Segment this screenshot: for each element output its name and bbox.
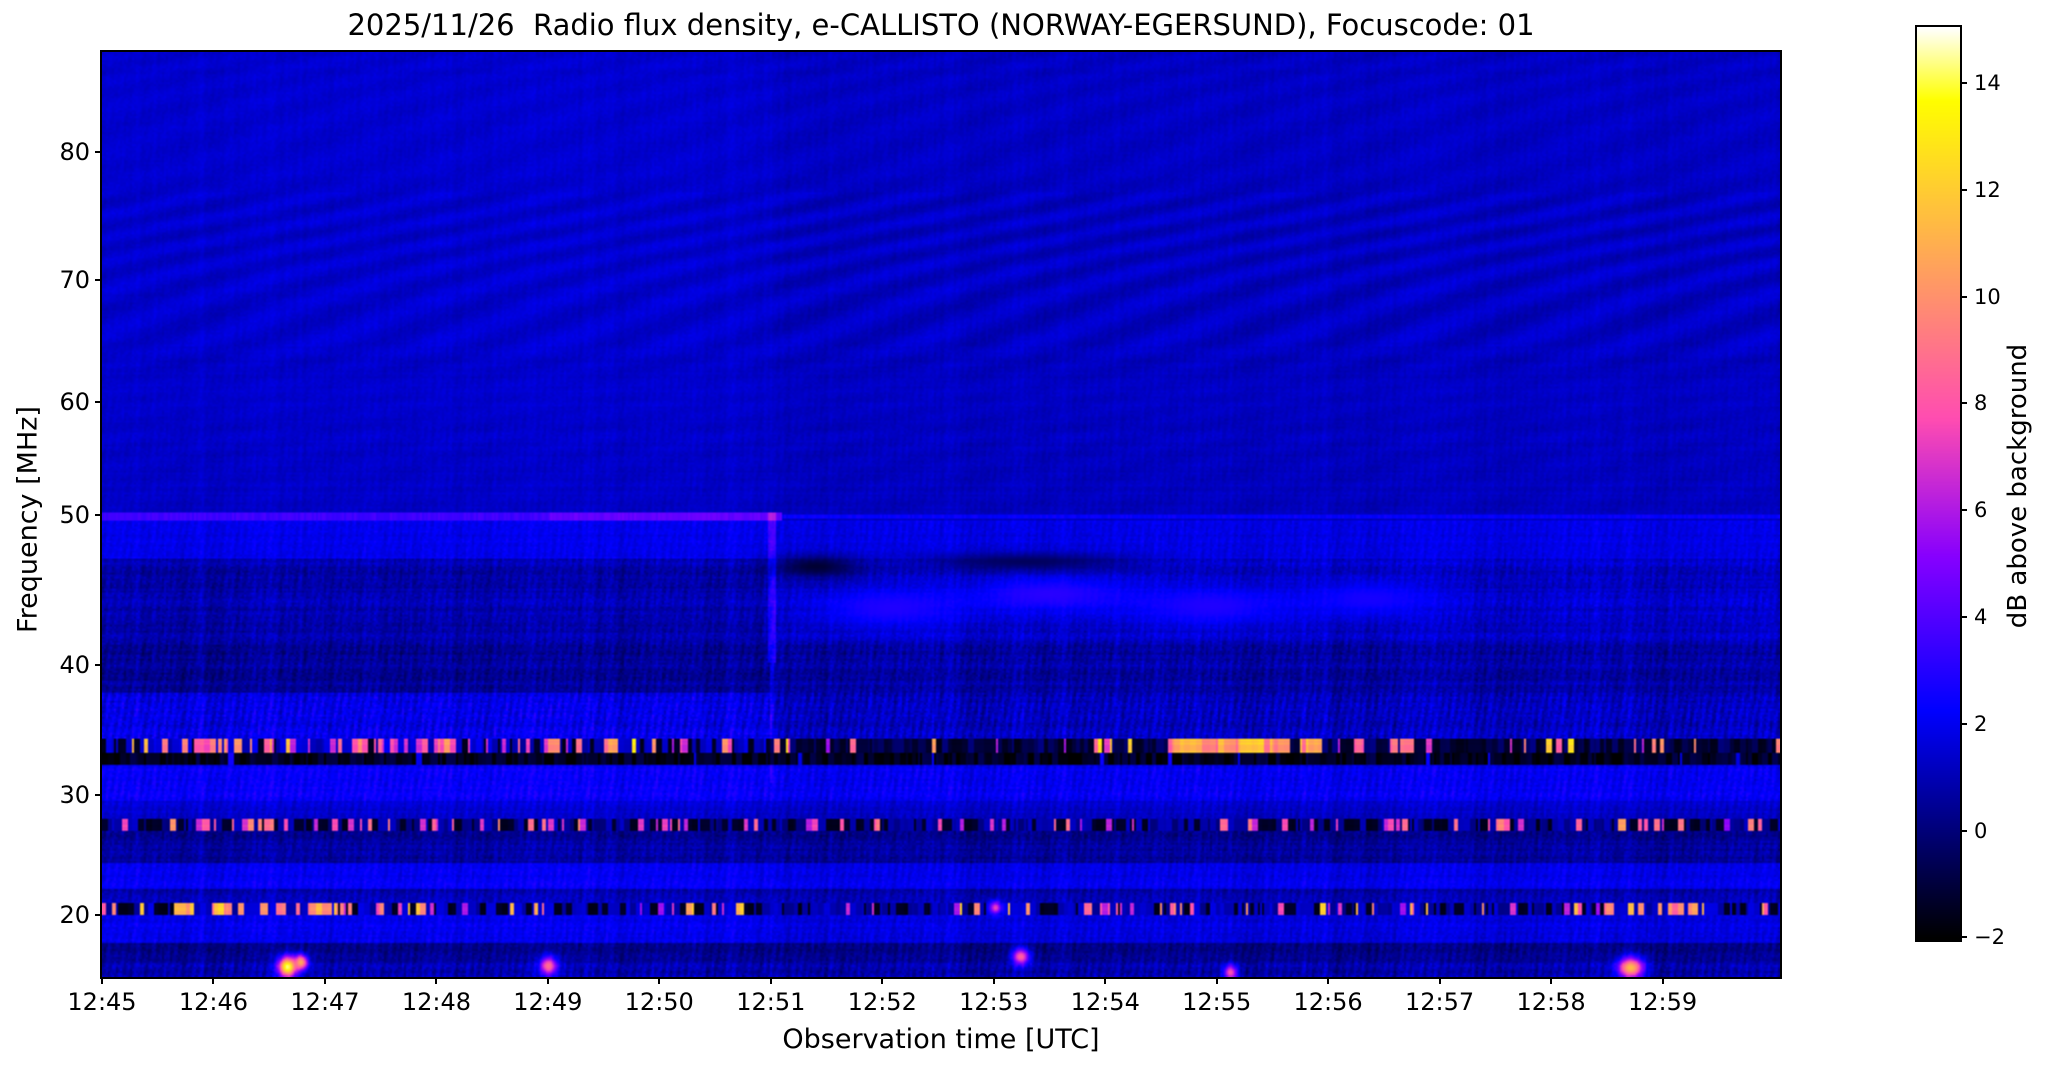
plot-border: [100, 50, 1782, 979]
x-tick-mark: [1327, 977, 1330, 984]
y-tick-mark: [95, 663, 102, 666]
y-tick-label: 40: [59, 650, 90, 679]
colorbar-tick-mark: [1960, 936, 1967, 939]
y-tick-label: 80: [59, 137, 90, 166]
x-tick-mark: [1661, 977, 1664, 984]
x-tick-label: 12:49: [513, 988, 583, 1016]
x-tick-mark: [658, 977, 661, 984]
x-tick-mark: [769, 977, 772, 984]
colorbar-tick-mark: [1960, 722, 1967, 725]
y-tick-label: 20: [59, 901, 90, 930]
x-tick-mark: [546, 977, 549, 984]
x-tick-mark: [881, 977, 884, 984]
colorbar-tick-mark: [1960, 509, 1967, 512]
colorbar-tick-label: 8: [1974, 391, 1988, 416]
x-tick-label: 12:46: [178, 988, 248, 1016]
x-tick-label: 12:48: [401, 988, 471, 1016]
colorbar-tick-mark: [1960, 829, 1967, 832]
y-tick-mark: [95, 914, 102, 917]
colorbar-border: [1915, 25, 1962, 942]
y-tick-mark: [95, 401, 102, 404]
x-tick-mark: [101, 977, 103, 984]
colorbar-tick-label: 14: [1974, 71, 2001, 96]
colorbar-tick-mark: [1960, 615, 1967, 618]
x-tick-mark: [212, 977, 215, 984]
colorbar-tick-label: −2: [1974, 925, 2005, 950]
y-tick-mark: [95, 793, 102, 796]
colorbar-gradient: [1917, 27, 1960, 940]
colorbar-tick-mark: [1960, 82, 1967, 85]
x-axis-label: Observation time [UTC]: [782, 1024, 1100, 1055]
colorbar-tick-mark: [1960, 295, 1967, 298]
y-tick-label: 70: [59, 266, 90, 294]
x-tick-label: 12:57: [1404, 988, 1475, 1016]
x-tick-label: 12:50: [624, 988, 694, 1016]
chart-title: 2025/11/26 Radio flux density, e-CALLIST…: [347, 8, 1535, 42]
y-tick-mark: [95, 279, 102, 281]
x-tick-label: 12:53: [959, 988, 1029, 1016]
x-tick-label: 12:51: [736, 988, 806, 1016]
x-tick-mark: [992, 977, 995, 984]
colorbar-tick-label: 10: [1974, 284, 2001, 309]
y-tick-mark: [95, 513, 102, 516]
x-tick-label: 12:52: [847, 988, 917, 1016]
colorbar-tick-label: 6: [1974, 498, 1988, 523]
x-tick-mark: [1215, 977, 1218, 984]
x-tick-label: 12:47: [290, 988, 360, 1016]
x-tick-label: 12:59: [1627, 988, 1698, 1016]
y-tick-mark: [95, 150, 102, 153]
x-tick-label: 12:56: [1293, 988, 1363, 1016]
y-tick-label: 60: [59, 388, 90, 417]
colorbar-tick-mark: [1960, 402, 1967, 405]
x-tick-mark: [435, 977, 438, 984]
colorbar-tick-label: 12: [1974, 177, 2001, 202]
x-tick-label: 12:58: [1516, 988, 1586, 1016]
y-tick-label: 50: [59, 500, 90, 529]
colorbar-tick-mark: [1960, 188, 1967, 191]
x-tick-label: 12:45: [67, 988, 137, 1016]
x-tick-mark: [1550, 977, 1553, 984]
colorbar-tick-label: 2: [1974, 711, 1988, 736]
colorbar-label: dB above background: [2003, 343, 2033, 629]
spectrogram-heatmap: [102, 52, 1780, 977]
x-tick-label: 12:55: [1182, 988, 1252, 1016]
x-tick-label: 12:54: [1070, 988, 1140, 1016]
x-tick-mark: [324, 977, 326, 984]
y-tick-label: 30: [59, 780, 90, 809]
x-tick-mark: [1104, 977, 1107, 984]
colorbar-tick-label: 0: [1974, 818, 1988, 843]
colorbar-tick-label: 4: [1974, 604, 1988, 629]
x-tick-mark: [1438, 977, 1441, 984]
